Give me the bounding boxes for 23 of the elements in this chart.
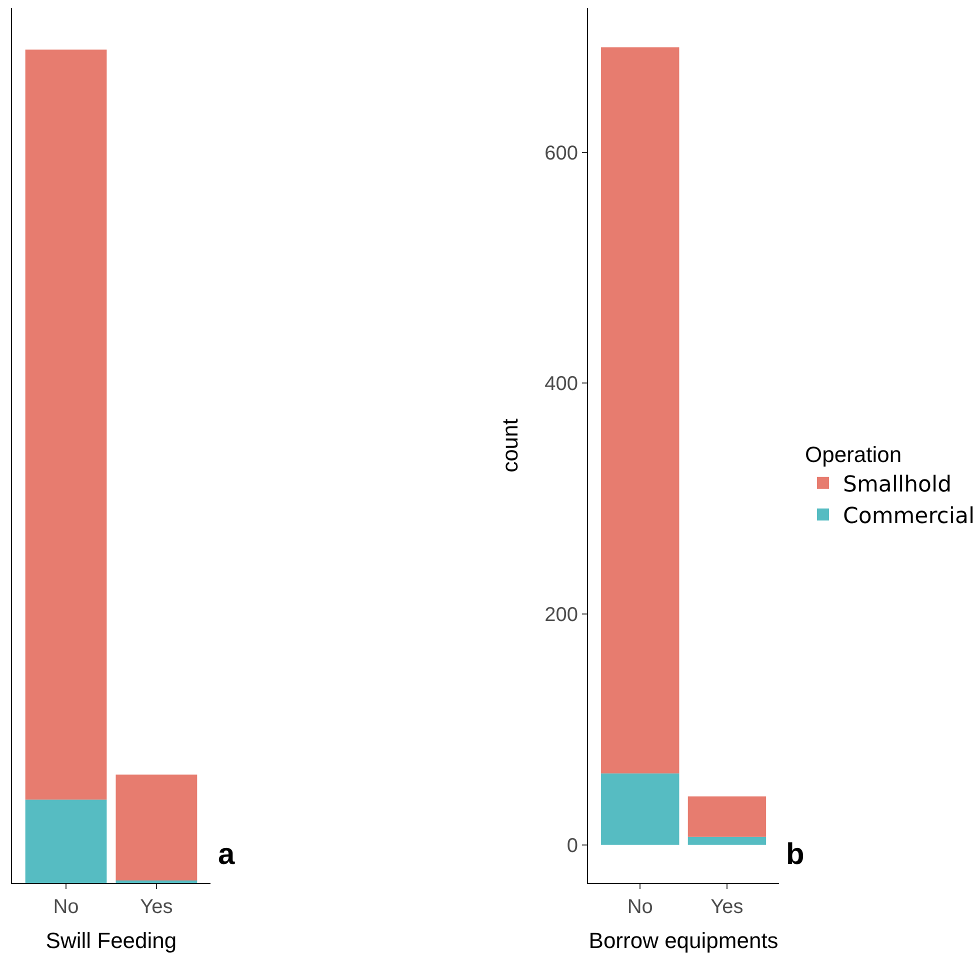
y-tick-label: 600: [544, 142, 578, 164]
x-tick-label: Yes: [140, 896, 173, 918]
y-tick-label: 200: [544, 604, 578, 626]
y-tick-label: 400: [544, 373, 578, 396]
legend-title: Operation: [805, 442, 902, 468]
bar: [25, 50, 107, 800]
legend-label: Commercial: [843, 504, 975, 530]
legend-label: Smallhold: [843, 472, 952, 498]
bar: [25, 800, 107, 883]
bar: [601, 47, 680, 774]
x-tick-label: Yes: [710, 896, 744, 918]
y-axis-title: count: [497, 418, 522, 472]
text: b: [786, 838, 804, 871]
x-tick-label: No: [53, 896, 79, 918]
y-tick-label: 0: [566, 834, 578, 857]
bar: [601, 773, 680, 845]
x-axis-title: Swill Feeding: [46, 928, 177, 953]
bar: [688, 836, 766, 845]
bar: [688, 796, 766, 837]
text: a: [218, 838, 235, 871]
x-axis-title: Borrow equipments: [588, 928, 778, 953]
x-tick-label: No: [627, 896, 653, 918]
bar: [116, 774, 198, 880]
